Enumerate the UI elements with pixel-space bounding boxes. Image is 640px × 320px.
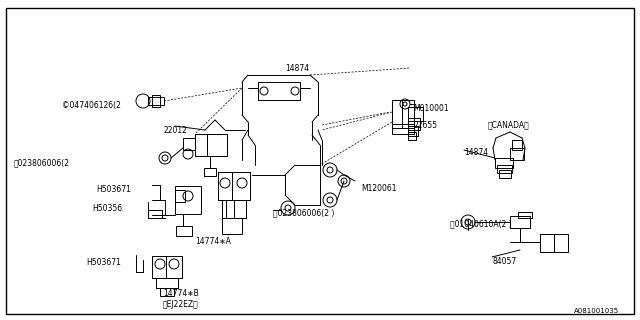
Bar — [392, 124, 414, 134]
Bar — [408, 107, 423, 121]
Text: H503671: H503671 — [96, 185, 131, 194]
Text: A081001035: A081001035 — [574, 308, 619, 314]
Text: 22655: 22655 — [413, 121, 437, 130]
Bar — [408, 132, 416, 140]
Bar — [518, 212, 532, 218]
Bar — [510, 216, 530, 228]
Bar — [222, 200, 246, 218]
Text: 14874: 14874 — [285, 64, 309, 73]
Bar — [195, 134, 227, 156]
Text: Ⓝ023806006(2: Ⓝ023806006(2 — [14, 158, 70, 167]
Text: H50356: H50356 — [92, 204, 122, 213]
Bar — [392, 100, 402, 128]
Bar — [392, 100, 414, 128]
Bar — [218, 172, 232, 200]
Text: H503671: H503671 — [86, 258, 121, 267]
Bar — [540, 234, 568, 252]
Bar — [540, 234, 554, 252]
Bar — [218, 172, 250, 200]
Bar — [195, 134, 207, 156]
Bar — [152, 95, 160, 107]
Bar — [152, 256, 166, 278]
Bar — [183, 138, 195, 150]
Text: 14774∗A: 14774∗A — [195, 237, 231, 246]
Text: Ⓝ023806006(2 ): Ⓝ023806006(2 ) — [273, 208, 334, 217]
Text: ©047406126(2: ©047406126(2 — [62, 101, 121, 110]
Text: 14774∗B: 14774∗B — [163, 289, 199, 298]
Bar — [222, 218, 242, 234]
Text: 22012: 22012 — [163, 126, 187, 135]
Bar — [152, 256, 182, 278]
Bar — [207, 134, 227, 156]
Text: 84057: 84057 — [492, 257, 516, 266]
Bar — [176, 226, 192, 236]
Bar — [156, 278, 178, 288]
Text: M120061: M120061 — [361, 184, 397, 193]
Bar — [499, 170, 511, 178]
Text: 〈CANADA〉: 〈CANADA〉 — [488, 120, 530, 129]
Bar — [512, 140, 522, 150]
Bar — [175, 186, 201, 214]
Bar — [510, 148, 524, 160]
Bar — [408, 126, 418, 136]
Bar — [160, 288, 174, 296]
Text: ⒲01040610A(2 ): ⒲01040610A(2 ) — [450, 219, 512, 228]
Text: 〈EJ22EZ〉: 〈EJ22EZ〉 — [163, 300, 199, 309]
Bar — [497, 165, 512, 173]
Bar — [408, 118, 420, 130]
Bar — [148, 97, 164, 105]
Bar — [204, 168, 216, 176]
Bar — [495, 158, 513, 168]
Bar — [175, 190, 185, 202]
Text: 14874: 14874 — [464, 148, 488, 157]
Text: M010001: M010001 — [413, 104, 449, 113]
